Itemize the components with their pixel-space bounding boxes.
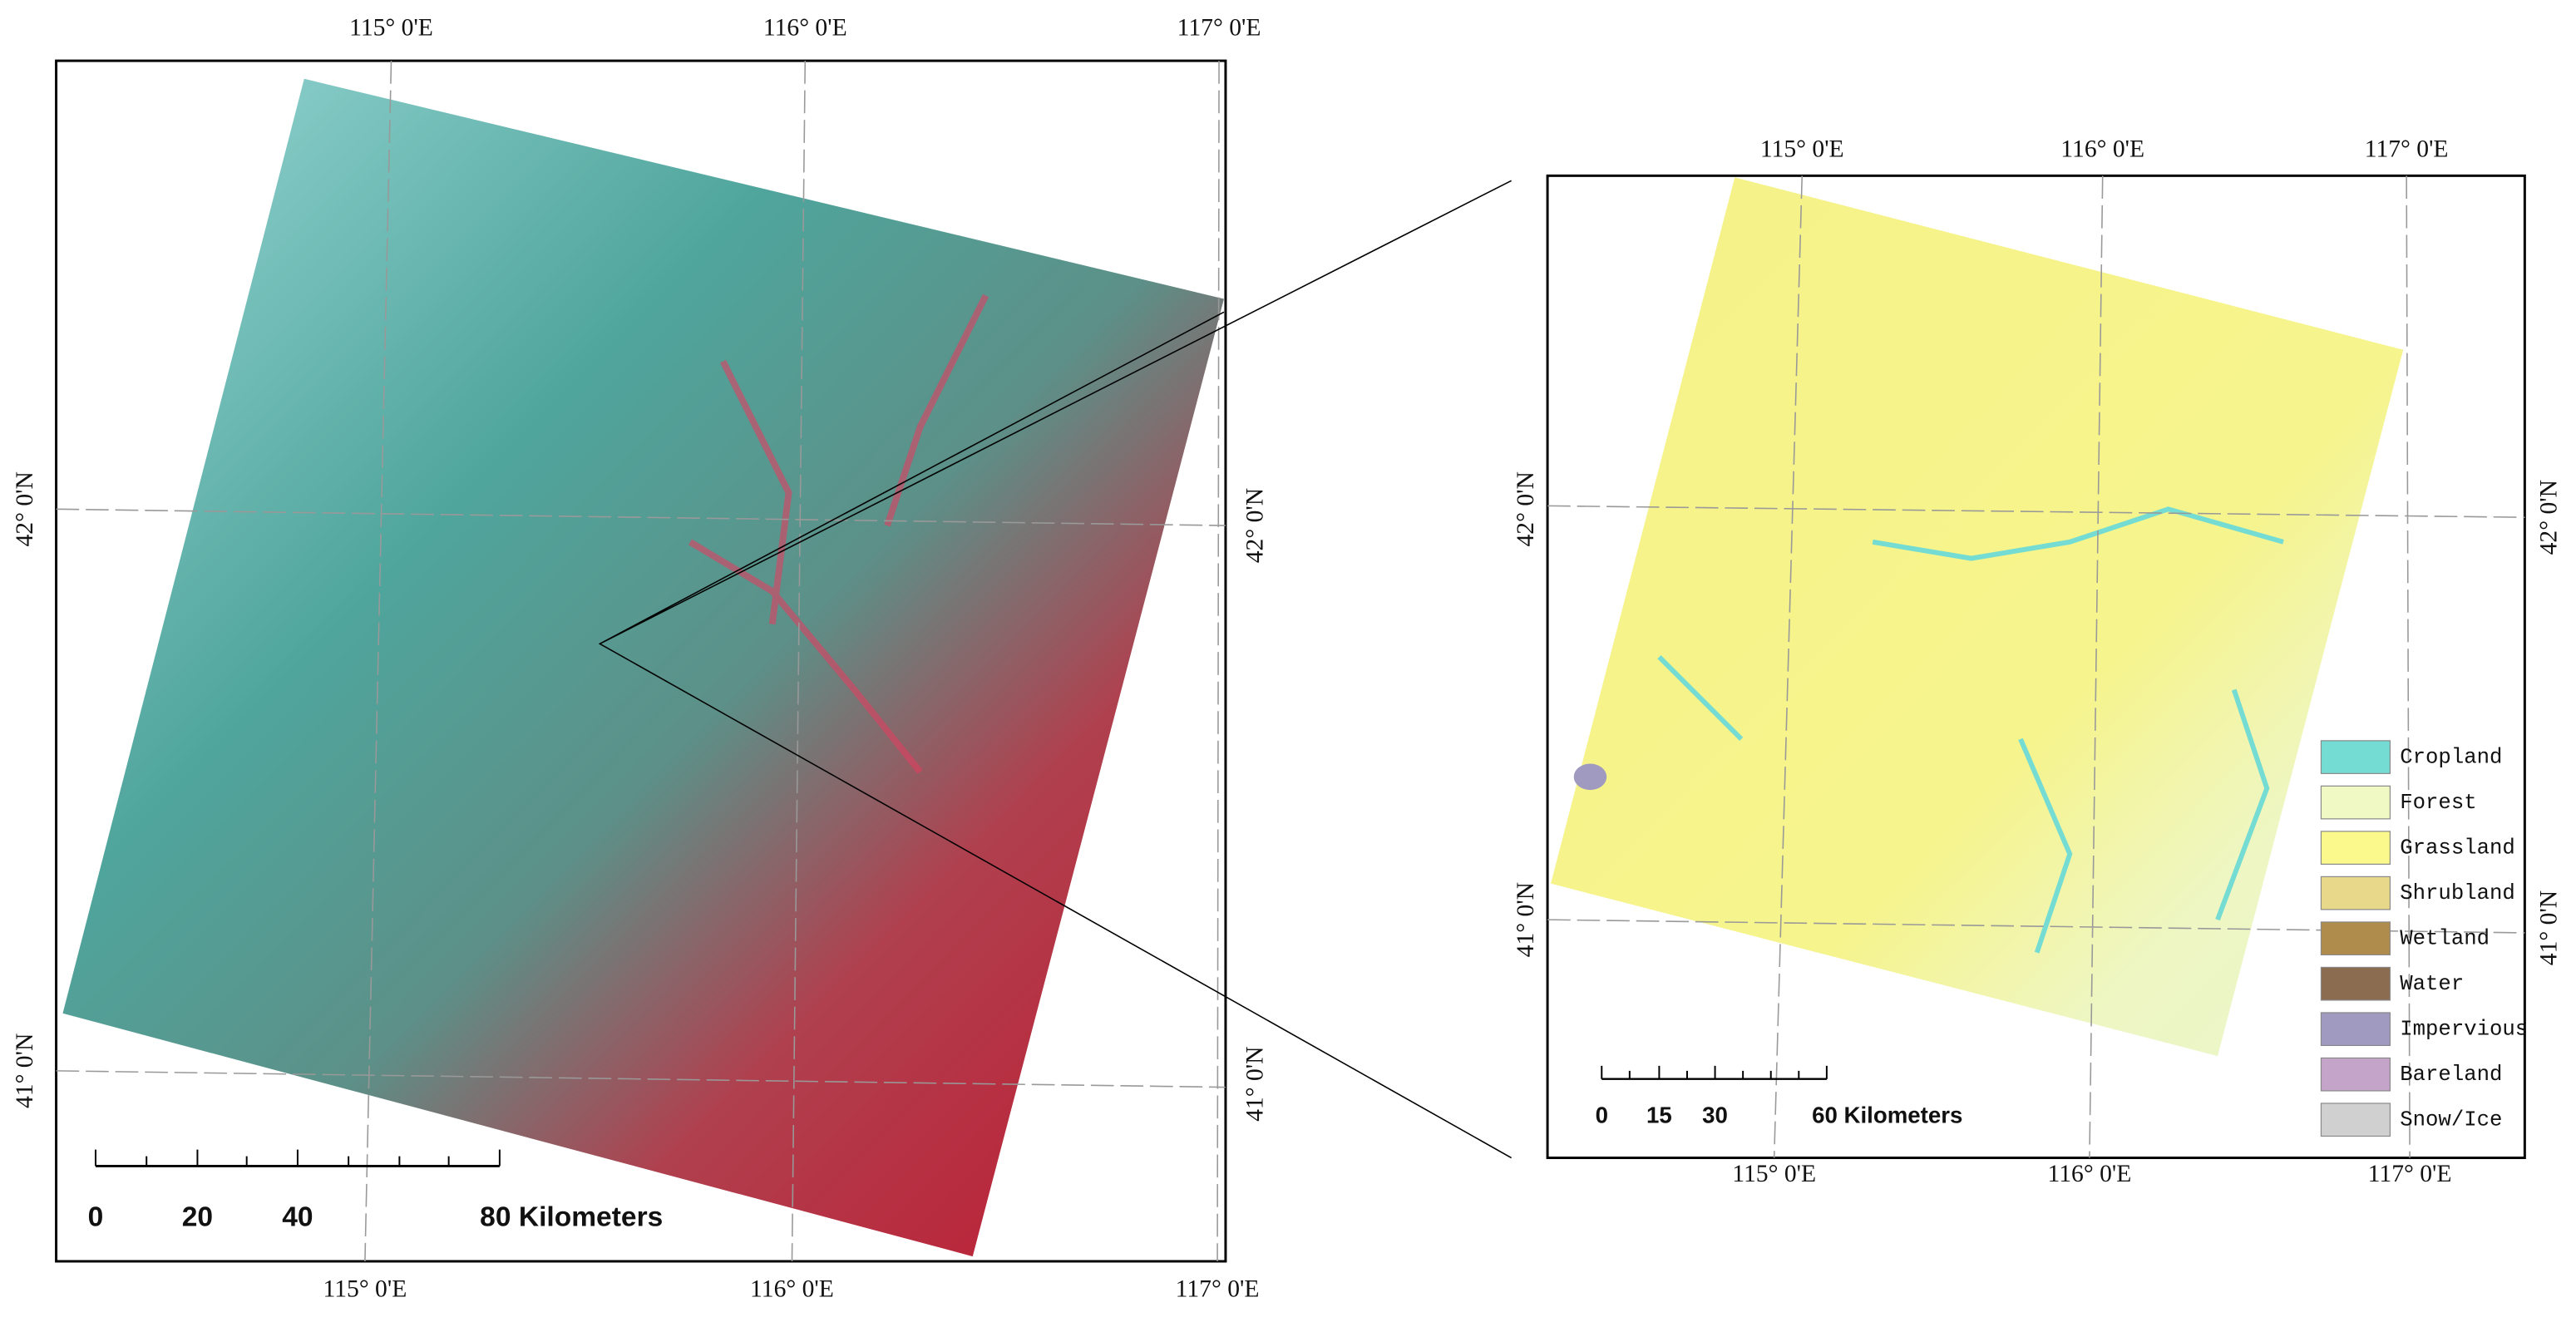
left-latitude-label: 41° 0'N — [12, 1033, 38, 1108]
scale-label: 40 — [282, 1202, 313, 1233]
legend-label: Wetland — [2400, 926, 2490, 950]
cropland-texture — [1657, 506, 2284, 954]
bottom-longitude-label: 117° 0'E — [1176, 1275, 1260, 1302]
right-frame — [1546, 174, 2526, 1160]
legend-label: Bareland — [2400, 1063, 2502, 1087]
scale-label: 30 — [1702, 1102, 1728, 1127]
legend-label: Snow/Ice — [2400, 1108, 2502, 1132]
bottom-longitude-label: 115° 0'E — [1732, 1161, 1816, 1187]
zoom-connector — [598, 180, 1513, 1159]
scale-ticks — [94, 1149, 501, 1167]
left-frame — [55, 59, 1227, 1263]
left-latitude-label: 42° 0'N — [1513, 471, 1539, 546]
legend-swatch — [2320, 1057, 2391, 1092]
top-longitude-label: 115° 0'E — [1760, 136, 1844, 163]
scale-label: 20 — [182, 1202, 213, 1233]
top-longitude-label: 116° 0'E — [2060, 136, 2144, 163]
legend-swatch — [2320, 876, 2391, 910]
bottom-longitude-label: 116° 0'E — [2048, 1161, 2132, 1187]
legend-swatch — [2320, 966, 2391, 1001]
top-longitude-label: 115° 0'E — [349, 14, 433, 41]
legend-label: Forest — [2400, 791, 2476, 815]
bottom-longitude-label: 115° 0'E — [323, 1275, 407, 1302]
legend-label: Grassland — [2400, 836, 2515, 860]
legend-swatch — [2320, 785, 2391, 820]
legend-swatch — [2320, 740, 2391, 774]
legend-swatch — [2320, 921, 2391, 956]
bottom-longitude-label: 117° 0'E — [2368, 1161, 2452, 1187]
left-latitude-label: 41° 0'N — [1513, 882, 1539, 957]
scale-label: 15 — [1646, 1102, 1672, 1127]
impervious-patch — [1573, 763, 1607, 791]
scale-label: 0 — [1596, 1102, 1608, 1127]
right-latitude-label: 41° 0'N — [2536, 890, 2563, 965]
right-latitude-label: 41° 0'N — [1241, 1046, 1268, 1121]
scale-label: 60 Kilometers — [1812, 1102, 1962, 1127]
legend-label: Cropland — [2400, 745, 2502, 769]
right-latitude-label: 42° 0'N — [2536, 480, 2563, 555]
legend-label: Impervious — [2400, 1017, 2528, 1041]
bottom-longitude-label: 116° 0'E — [750, 1275, 834, 1302]
graticule — [56, 61, 1226, 1262]
scale-ticks — [1601, 1065, 1828, 1079]
top-longitude-label: 117° 0'E — [1177, 14, 1261, 41]
legend-swatch — [2320, 1103, 2391, 1137]
legend-swatch — [2320, 1012, 2391, 1047]
top-longitude-label: 116° 0'E — [763, 14, 847, 41]
right-latitude-label: 42° 0'N — [1241, 488, 1268, 563]
graticule — [1547, 175, 2525, 1158]
legend-label: Shrubland — [2400, 881, 2515, 905]
left-latitude-label: 42° 0'N — [12, 471, 38, 546]
legend-swatch — [2320, 831, 2391, 865]
top-longitude-label: 117° 0'E — [2365, 136, 2449, 163]
classified-map — [1551, 177, 2404, 1057]
scale-label: 80 Kilometers — [480, 1202, 663, 1233]
scale-label: 0 — [88, 1202, 104, 1233]
legend-label: Water — [2400, 972, 2464, 996]
